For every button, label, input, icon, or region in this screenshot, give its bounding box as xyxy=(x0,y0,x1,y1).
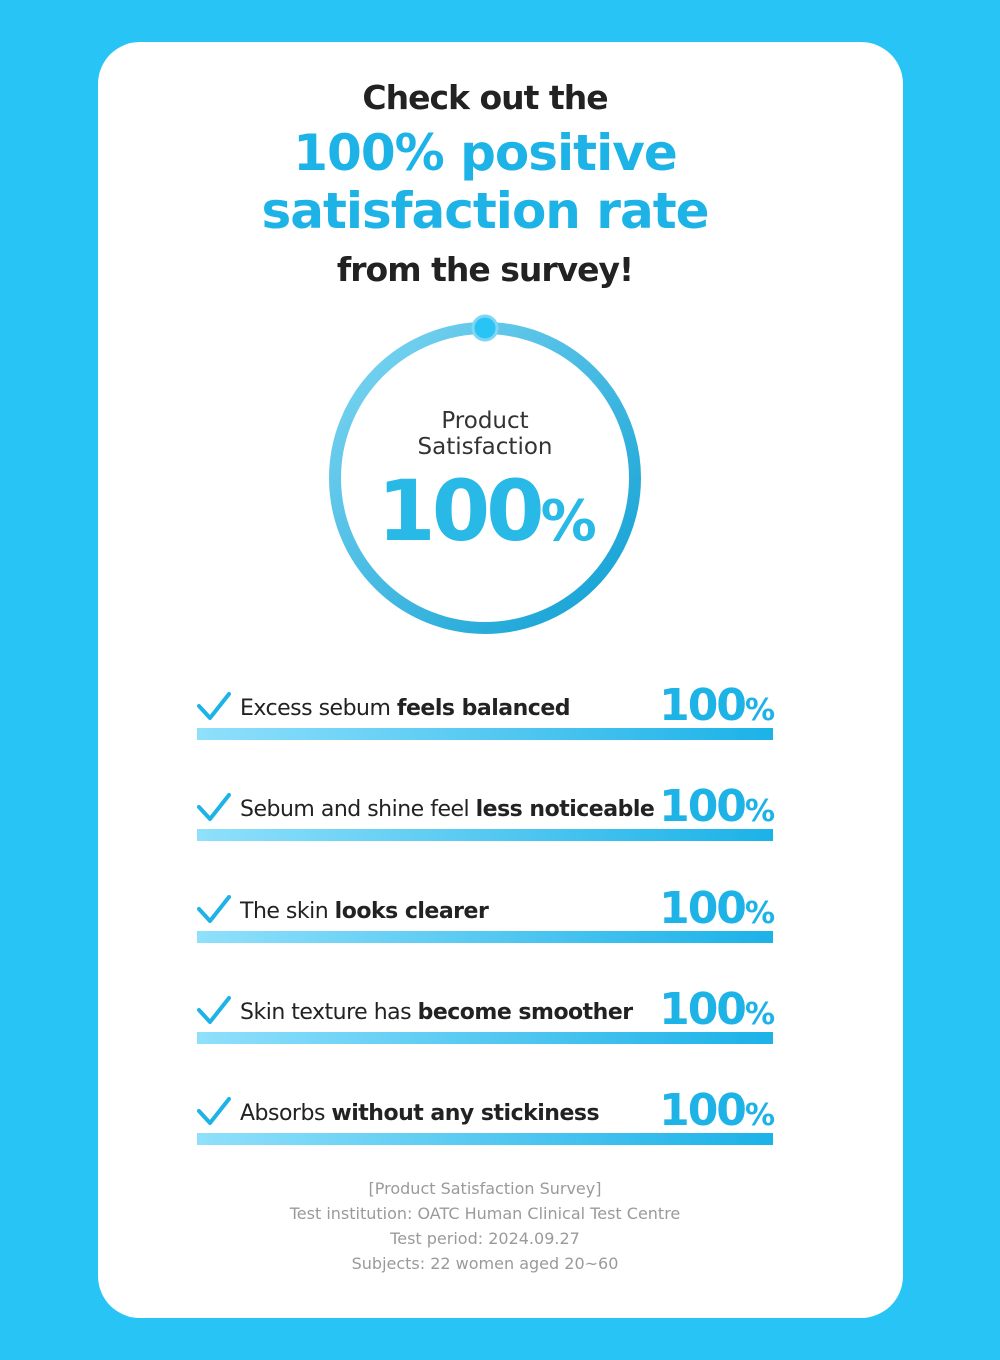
check-icon xyxy=(197,793,231,822)
item-text-regular: Skin texture has xyxy=(240,999,418,1025)
item-text: Sebum and shine feel less noticeable xyxy=(240,797,655,823)
ring-value: 100% xyxy=(335,462,635,560)
item-text-regular: Excess sebum xyxy=(240,696,397,721)
ring xyxy=(329,314,641,634)
item-text-regular: Sebum and shine feel xyxy=(240,797,476,823)
ring-number: 100 xyxy=(377,462,544,560)
title-line: from the survey! xyxy=(336,250,634,289)
item-number: 100 xyxy=(659,781,747,833)
ring-unit: % xyxy=(540,489,597,554)
item-percent: 100% xyxy=(659,680,775,731)
item-unit: % xyxy=(744,895,775,931)
item-text: Absorbs without any stickiness xyxy=(240,1101,600,1127)
item: Excess sebum feels balanced 100% xyxy=(197,680,775,752)
item-text-bold: looks clearer xyxy=(334,898,489,924)
item-bar xyxy=(197,1133,773,1146)
item-percent: 100% xyxy=(659,781,775,833)
ring-label: Satisfaction xyxy=(417,434,553,460)
item-text-regular: The skin xyxy=(240,898,335,924)
title-highlight: 100% positive xyxy=(293,124,677,182)
item-unit: % xyxy=(744,693,775,728)
check-icon xyxy=(197,692,231,720)
item-number: 100 xyxy=(659,882,747,934)
footer-line: Test institution: OATC Human Clinical Te… xyxy=(289,1204,681,1223)
item: Skin texture has become smoother 100% xyxy=(197,983,775,1056)
item-number: 100 xyxy=(659,983,747,1035)
item-text: Excess sebum feels balanced xyxy=(240,696,570,721)
item-unit: % xyxy=(744,996,775,1032)
item-text-bold: less noticeable xyxy=(475,797,655,823)
item-text-bold: become smoother xyxy=(417,999,634,1025)
item-percent: 100% xyxy=(659,882,775,934)
item-number: 100 xyxy=(659,680,747,731)
item-number: 100 xyxy=(659,1085,747,1137)
check-icon xyxy=(197,1097,231,1126)
item: Absorbs without any stickiness 100% xyxy=(197,1085,775,1157)
title-line: Check out the xyxy=(362,78,608,117)
item-text: Skin texture has become smoother xyxy=(240,1000,633,1025)
item-percent: 100% xyxy=(659,983,775,1035)
footer-line: [Product Satisfaction Survey] xyxy=(368,1179,602,1198)
item-unit: % xyxy=(744,1098,775,1134)
item-text: The skin looks clearer xyxy=(240,898,489,924)
item-bar xyxy=(197,829,773,842)
title-highlight: satisfaction rate xyxy=(261,182,709,240)
ring-dot xyxy=(471,314,499,342)
footer-line: Test period: 2024.09.27 xyxy=(390,1229,580,1248)
item-percent: 100% xyxy=(659,1085,775,1137)
item-text-bold: feels balanced xyxy=(396,696,571,721)
card xyxy=(98,42,903,1318)
item-unit: % xyxy=(744,794,775,830)
footer-line: Subjects: 22 women aged 20~60 xyxy=(351,1254,619,1273)
ring-label: Product xyxy=(441,408,529,434)
item: Sebum and shine feel less noticeable 100% xyxy=(197,781,775,853)
item-bar xyxy=(197,1031,773,1044)
item-bar xyxy=(197,728,773,740)
check-icon xyxy=(197,995,231,1024)
check-icon xyxy=(197,894,231,923)
item-bar xyxy=(197,930,773,943)
item-text-regular: Absorbs xyxy=(240,1101,332,1127)
item: The skin looks clearer 100% xyxy=(197,882,775,955)
item-text-bold: without any stickiness xyxy=(331,1101,600,1127)
